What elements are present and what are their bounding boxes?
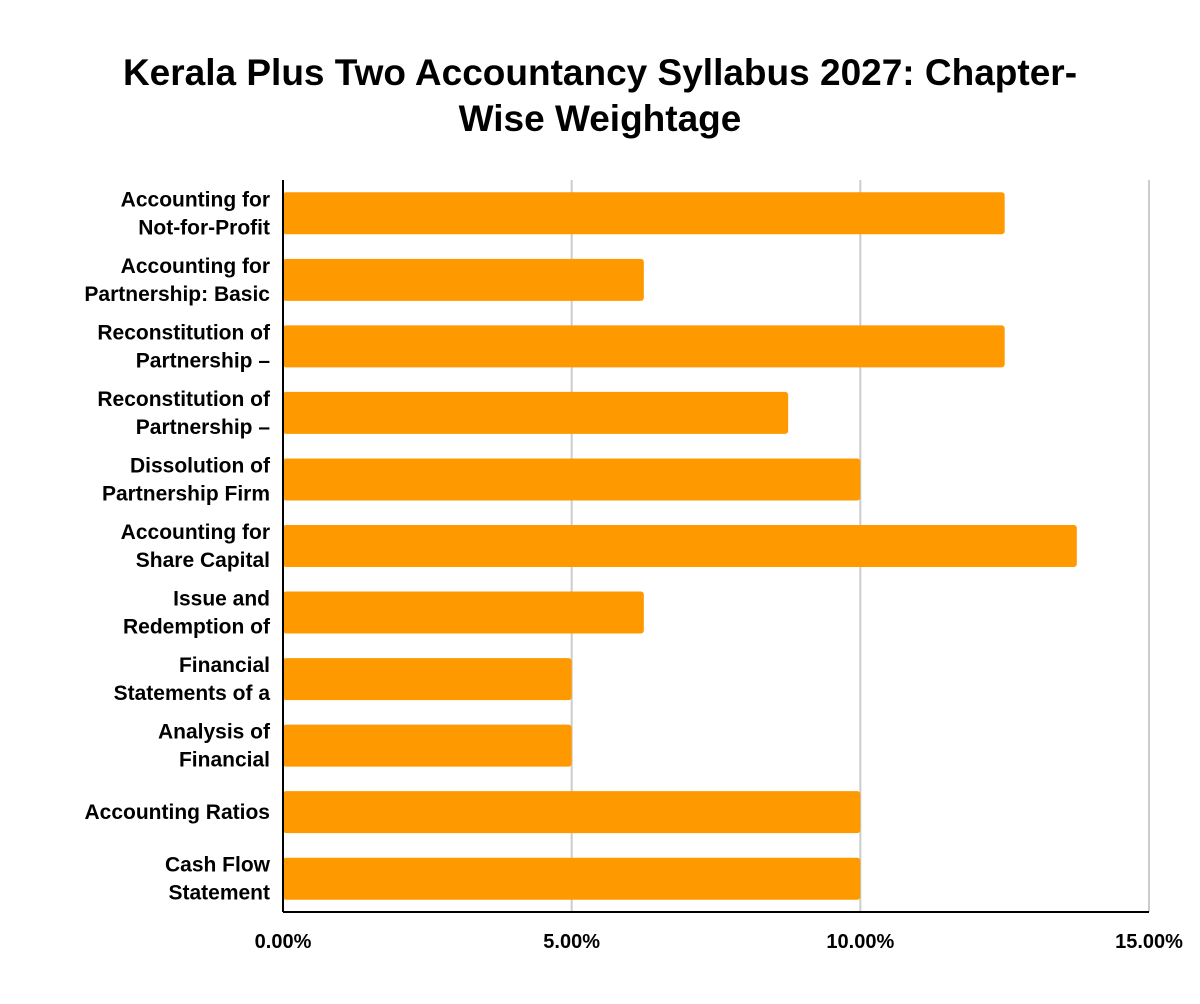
bar-6 [283,525,1077,567]
chart-title-line-2: Wise Weightage [458,98,742,139]
category-label-2: Accounting for Partnership: Basic [84,255,270,306]
category-label-11: Cash Flow Statement [165,854,271,905]
bar-11 [283,857,861,900]
category-label-5-line-2: Partnership Firm [102,482,270,505]
category-label-10: Accounting Ratios [84,801,270,824]
category-label-6: Accounting for Share Capital [121,521,270,572]
bar-5 [283,458,861,501]
category-label-5: Dissolution of Partnership Firm [102,454,271,505]
category-label-5-line-1: Dissolution of [130,454,271,477]
category-label-6-line-2: Share Capital [136,549,270,572]
category-label-3-line-1: Reconstitution of [97,321,271,344]
category-label-7: Issue and Redemption of [123,588,271,639]
category-label-4-line-1: Reconstitution of [97,388,271,411]
category-label-8-line-2: Statements of a [114,682,271,705]
category-label-7-line-1: Issue and [173,588,270,611]
bar-2 [283,258,644,301]
category-label-1-line-2: Not-for-Profit [138,216,270,239]
chart-title: Kerala Plus Two Accountancy Syllabus 202… [0,50,1200,142]
category-label-10-line-1: Accounting Ratios [84,801,270,824]
bar-4 [283,391,789,434]
category-label-11-line-1: Cash Flow [165,854,271,877]
bar-3 [283,325,1005,368]
bars [283,192,1077,900]
x-tick-label-3: 10.00% [826,931,894,953]
category-label-8: Financial Statements of a [114,654,271,705]
category-label-9: Analysis of Financial [158,721,271,772]
category-label-3: Reconstitution of Partnership – [97,321,271,372]
x-tick-labels: 0.00% 5.00% 10.00% 15.00% [255,931,1183,953]
category-label-11-line-2: Statement [168,882,270,905]
category-label-1-line-1: Accounting for [121,188,270,211]
category-label-9-line-1: Analysis of [158,721,271,744]
bar-9 [283,724,572,767]
category-label-9-line-2: Financial [179,749,270,772]
axes [282,180,1149,913]
category-label-2-line-1: Accounting for [121,255,270,278]
category-label-3-line-2: Partnership – [136,349,271,372]
category-label-1: Accounting for Not-for-Profit [121,188,270,239]
category-label-6-line-1: Accounting for [121,521,270,544]
bar-7 [283,591,644,634]
category-label-8-line-1: Financial [179,654,270,677]
category-label-2-line-2: Partnership: Basic [84,283,270,306]
category-label-7-line-2: Redemption of [123,616,271,639]
x-tick-label-2: 5.00% [543,931,600,953]
x-tick-label-1: 0.00% [255,931,312,953]
bar-10 [283,791,861,834]
category-label-4: Reconstitution of Partnership – [97,388,271,439]
chart-title-line-1: Kerala Plus Two Accountancy Syllabus 202… [122,52,1078,93]
x-tick-label-4: 15.00% [1115,931,1183,953]
category-label-4-line-2: Partnership – [136,416,271,439]
bar-1 [283,192,1005,235]
bar-8 [283,658,572,701]
